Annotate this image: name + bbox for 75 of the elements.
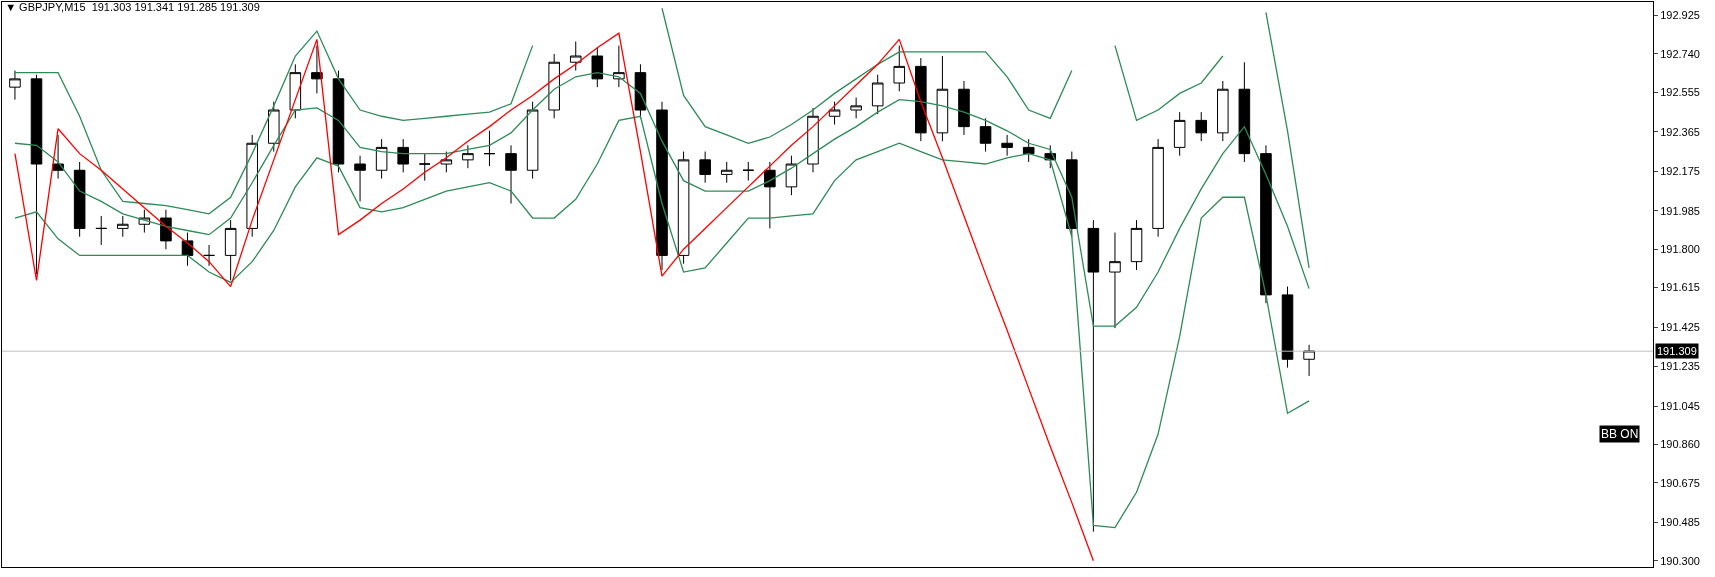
candlestick [1109, 232, 1121, 329]
candlestick [1087, 219, 1100, 533]
candlestick [224, 219, 237, 281]
candlestick [418, 153, 431, 182]
candlestick [979, 117, 992, 153]
candlestick [915, 57, 927, 142]
candlestick [267, 101, 280, 153]
y-tick-label: 192.555 [1660, 86, 1700, 99]
candlestick [699, 151, 711, 184]
candlestick [117, 215, 129, 238]
line-series [14, 32, 1095, 562]
ref-line-label: 191.309 [1657, 345, 1697, 357]
candlestick [764, 161, 776, 229]
candlestick [548, 53, 560, 119]
candlestick [375, 138, 388, 180]
candlestick [1152, 138, 1164, 238]
y-tick-label: 192.925 [1660, 9, 1700, 22]
candlestick [311, 45, 323, 94]
candlestick [656, 101, 668, 271]
candlestick [807, 107, 819, 173]
y-tick-label: 191.425 [1660, 320, 1700, 333]
y-tick-label: 191.985 [1660, 204, 1700, 217]
candlestick [1173, 111, 1186, 157]
candlestick [828, 101, 841, 126]
y-tick-label: 190.860 [1660, 438, 1700, 451]
y-tick-label: 191.615 [1660, 281, 1700, 294]
candlestick [634, 63, 647, 119]
candlestick [440, 151, 453, 173]
y-tick-label: 190.485 [1660, 516, 1700, 529]
line-series [14, 115, 1310, 529]
candlestick [9, 70, 21, 101]
candlestick [1303, 344, 1315, 377]
candlestick [1260, 144, 1272, 304]
candlestick [354, 155, 366, 202]
candlestick [936, 55, 949, 142]
y-tick-label: 191.235 [1660, 360, 1700, 373]
candlestick [677, 151, 690, 265]
candlestick [591, 47, 604, 88]
candlestick [462, 144, 474, 169]
candlestick [569, 40, 582, 72]
y-tick-label: 191.800 [1660, 243, 1700, 256]
y-tick-label: 190.300 [1660, 554, 1700, 567]
candlestick [1130, 219, 1143, 271]
candlestick [742, 161, 755, 182]
candlestick [1001, 134, 1013, 157]
candlestick [73, 161, 86, 238]
candlestick [289, 63, 302, 119]
line-series [14, 71, 1310, 327]
candlestick [483, 130, 496, 167]
candlestick [397, 138, 409, 173]
candlestick [526, 101, 539, 180]
candlestick [246, 134, 258, 238]
candlestick [332, 70, 345, 173]
candlestick [720, 161, 733, 184]
candlestick [893, 45, 906, 92]
text: BB ON [1601, 427, 1639, 441]
candlestick [785, 155, 798, 196]
y-tick-label: 190.675 [1660, 476, 1700, 489]
candlestick [1217, 80, 1229, 142]
candlestick [1238, 61, 1251, 163]
candlestick [871, 74, 884, 115]
y-tick-label: 192.365 [1660, 125, 1700, 138]
candlestick [850, 97, 862, 119]
candlestick [1022, 138, 1035, 163]
y-tick-label: 192.175 [1660, 165, 1700, 178]
candlestick [95, 215, 107, 246]
y-tick-label: 191.045 [1660, 399, 1700, 412]
candlestick [1281, 286, 1294, 369]
candlestick [505, 144, 517, 204]
candlestick [30, 74, 43, 275]
candlestick [958, 80, 970, 136]
chart-title: ▼ GBPJPY,M15 191.303 191.341 191.285 191.309 [5, 0, 260, 13]
y-tick-label: 192.740 [1660, 47, 1700, 60]
candlestick [52, 134, 64, 180]
candlestick [1195, 111, 1208, 142]
